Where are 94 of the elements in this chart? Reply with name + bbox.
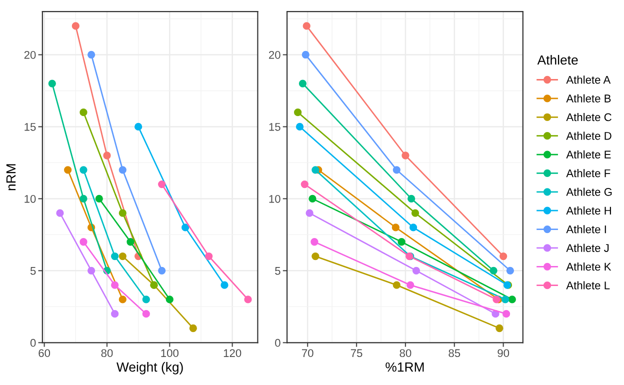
point	[95, 194, 103, 203]
point	[166, 296, 174, 304]
point	[501, 296, 510, 304]
x-tick-label: 80	[400, 349, 412, 358]
point	[302, 22, 310, 30]
x-axis-title: %1RM	[386, 362, 424, 372]
point	[87, 266, 96, 274]
point	[158, 180, 166, 188]
legend-label: Athlete K	[566, 262, 612, 271]
legend-label: Athlete G	[566, 188, 612, 196]
point	[189, 324, 197, 332]
point	[244, 296, 252, 304]
point	[80, 166, 88, 174]
point	[502, 310, 510, 318]
point	[409, 224, 418, 232]
point	[118, 296, 126, 304]
point	[118, 252, 126, 260]
point	[296, 122, 304, 131]
x-tick-label: 100	[161, 349, 178, 358]
point	[408, 194, 416, 203]
point	[308, 194, 316, 203]
x-axis-title: Weight (kg)	[116, 362, 183, 374]
point	[111, 310, 119, 318]
y-tick-label: 20	[24, 51, 36, 59]
legend-label: Athlete J	[566, 244, 609, 252]
y-tick-label: 20	[268, 51, 280, 59]
legend-label: Athlete I	[566, 225, 606, 234]
point	[392, 166, 400, 174]
y-tick-label: 0	[275, 338, 280, 347]
legend-label: Athlete L	[566, 281, 610, 290]
x-tick-label: 60	[38, 349, 50, 358]
point	[302, 50, 310, 59]
point	[126, 238, 134, 246]
point	[182, 224, 190, 232]
point	[312, 166, 320, 174]
y-tick-label: 10	[269, 194, 280, 203]
y-axis-title: nRM	[6, 164, 16, 190]
point	[406, 281, 414, 289]
point	[300, 180, 308, 188]
legend-label: Athlete E	[566, 150, 611, 159]
x-tick-label: 90	[498, 349, 510, 358]
point	[312, 252, 320, 260]
point	[496, 324, 504, 332]
point	[402, 152, 410, 160]
point	[111, 281, 119, 289]
point	[158, 266, 166, 274]
y-tick-label: 15	[24, 123, 36, 131]
point	[500, 252, 508, 260]
x-tick-label: 70	[302, 349, 314, 358]
legend-label: Athlete H	[566, 206, 611, 215]
point	[48, 80, 56, 88]
point	[205, 252, 213, 260]
point	[294, 108, 302, 116]
point	[56, 209, 64, 217]
point	[118, 166, 126, 174]
y-tick-label: 5	[30, 267, 36, 275]
point	[64, 166, 72, 174]
x-tick-label: 85	[448, 349, 460, 358]
legend-title: Athlete	[537, 54, 578, 65]
point	[392, 224, 400, 232]
point	[118, 209, 126, 217]
point	[103, 152, 111, 160]
point	[306, 209, 314, 217]
point	[508, 296, 516, 304]
point	[80, 238, 88, 246]
point	[111, 252, 119, 260]
legend-label: Athlete C	[566, 112, 612, 122]
point	[310, 238, 318, 246]
point	[142, 296, 150, 304]
point	[411, 209, 420, 217]
point	[87, 50, 96, 59]
legend-label: Athlete A	[566, 76, 611, 84]
y-tick-label: 15	[269, 123, 280, 131]
x-tick-label: 80	[101, 349, 113, 358]
point	[298, 80, 307, 88]
point	[134, 122, 142, 131]
point	[80, 194, 88, 203]
point	[220, 281, 228, 289]
point	[398, 238, 406, 246]
y-tick-label: 10	[24, 194, 36, 203]
legend-label: Athlete B	[566, 94, 611, 102]
legend-label: Athlete F	[566, 169, 610, 178]
point	[490, 266, 498, 274]
point	[392, 281, 400, 289]
y-tick-label: 5	[275, 267, 280, 275]
x-tick-label: 120	[224, 349, 242, 358]
x-tick-label: 75	[350, 349, 362, 358]
point	[412, 266, 420, 274]
y-tick-label: 0	[30, 338, 36, 347]
legend-label: Athlete D	[566, 132, 612, 140]
point	[72, 22, 80, 30]
point	[80, 108, 88, 116]
point	[142, 310, 150, 318]
point	[506, 266, 514, 274]
